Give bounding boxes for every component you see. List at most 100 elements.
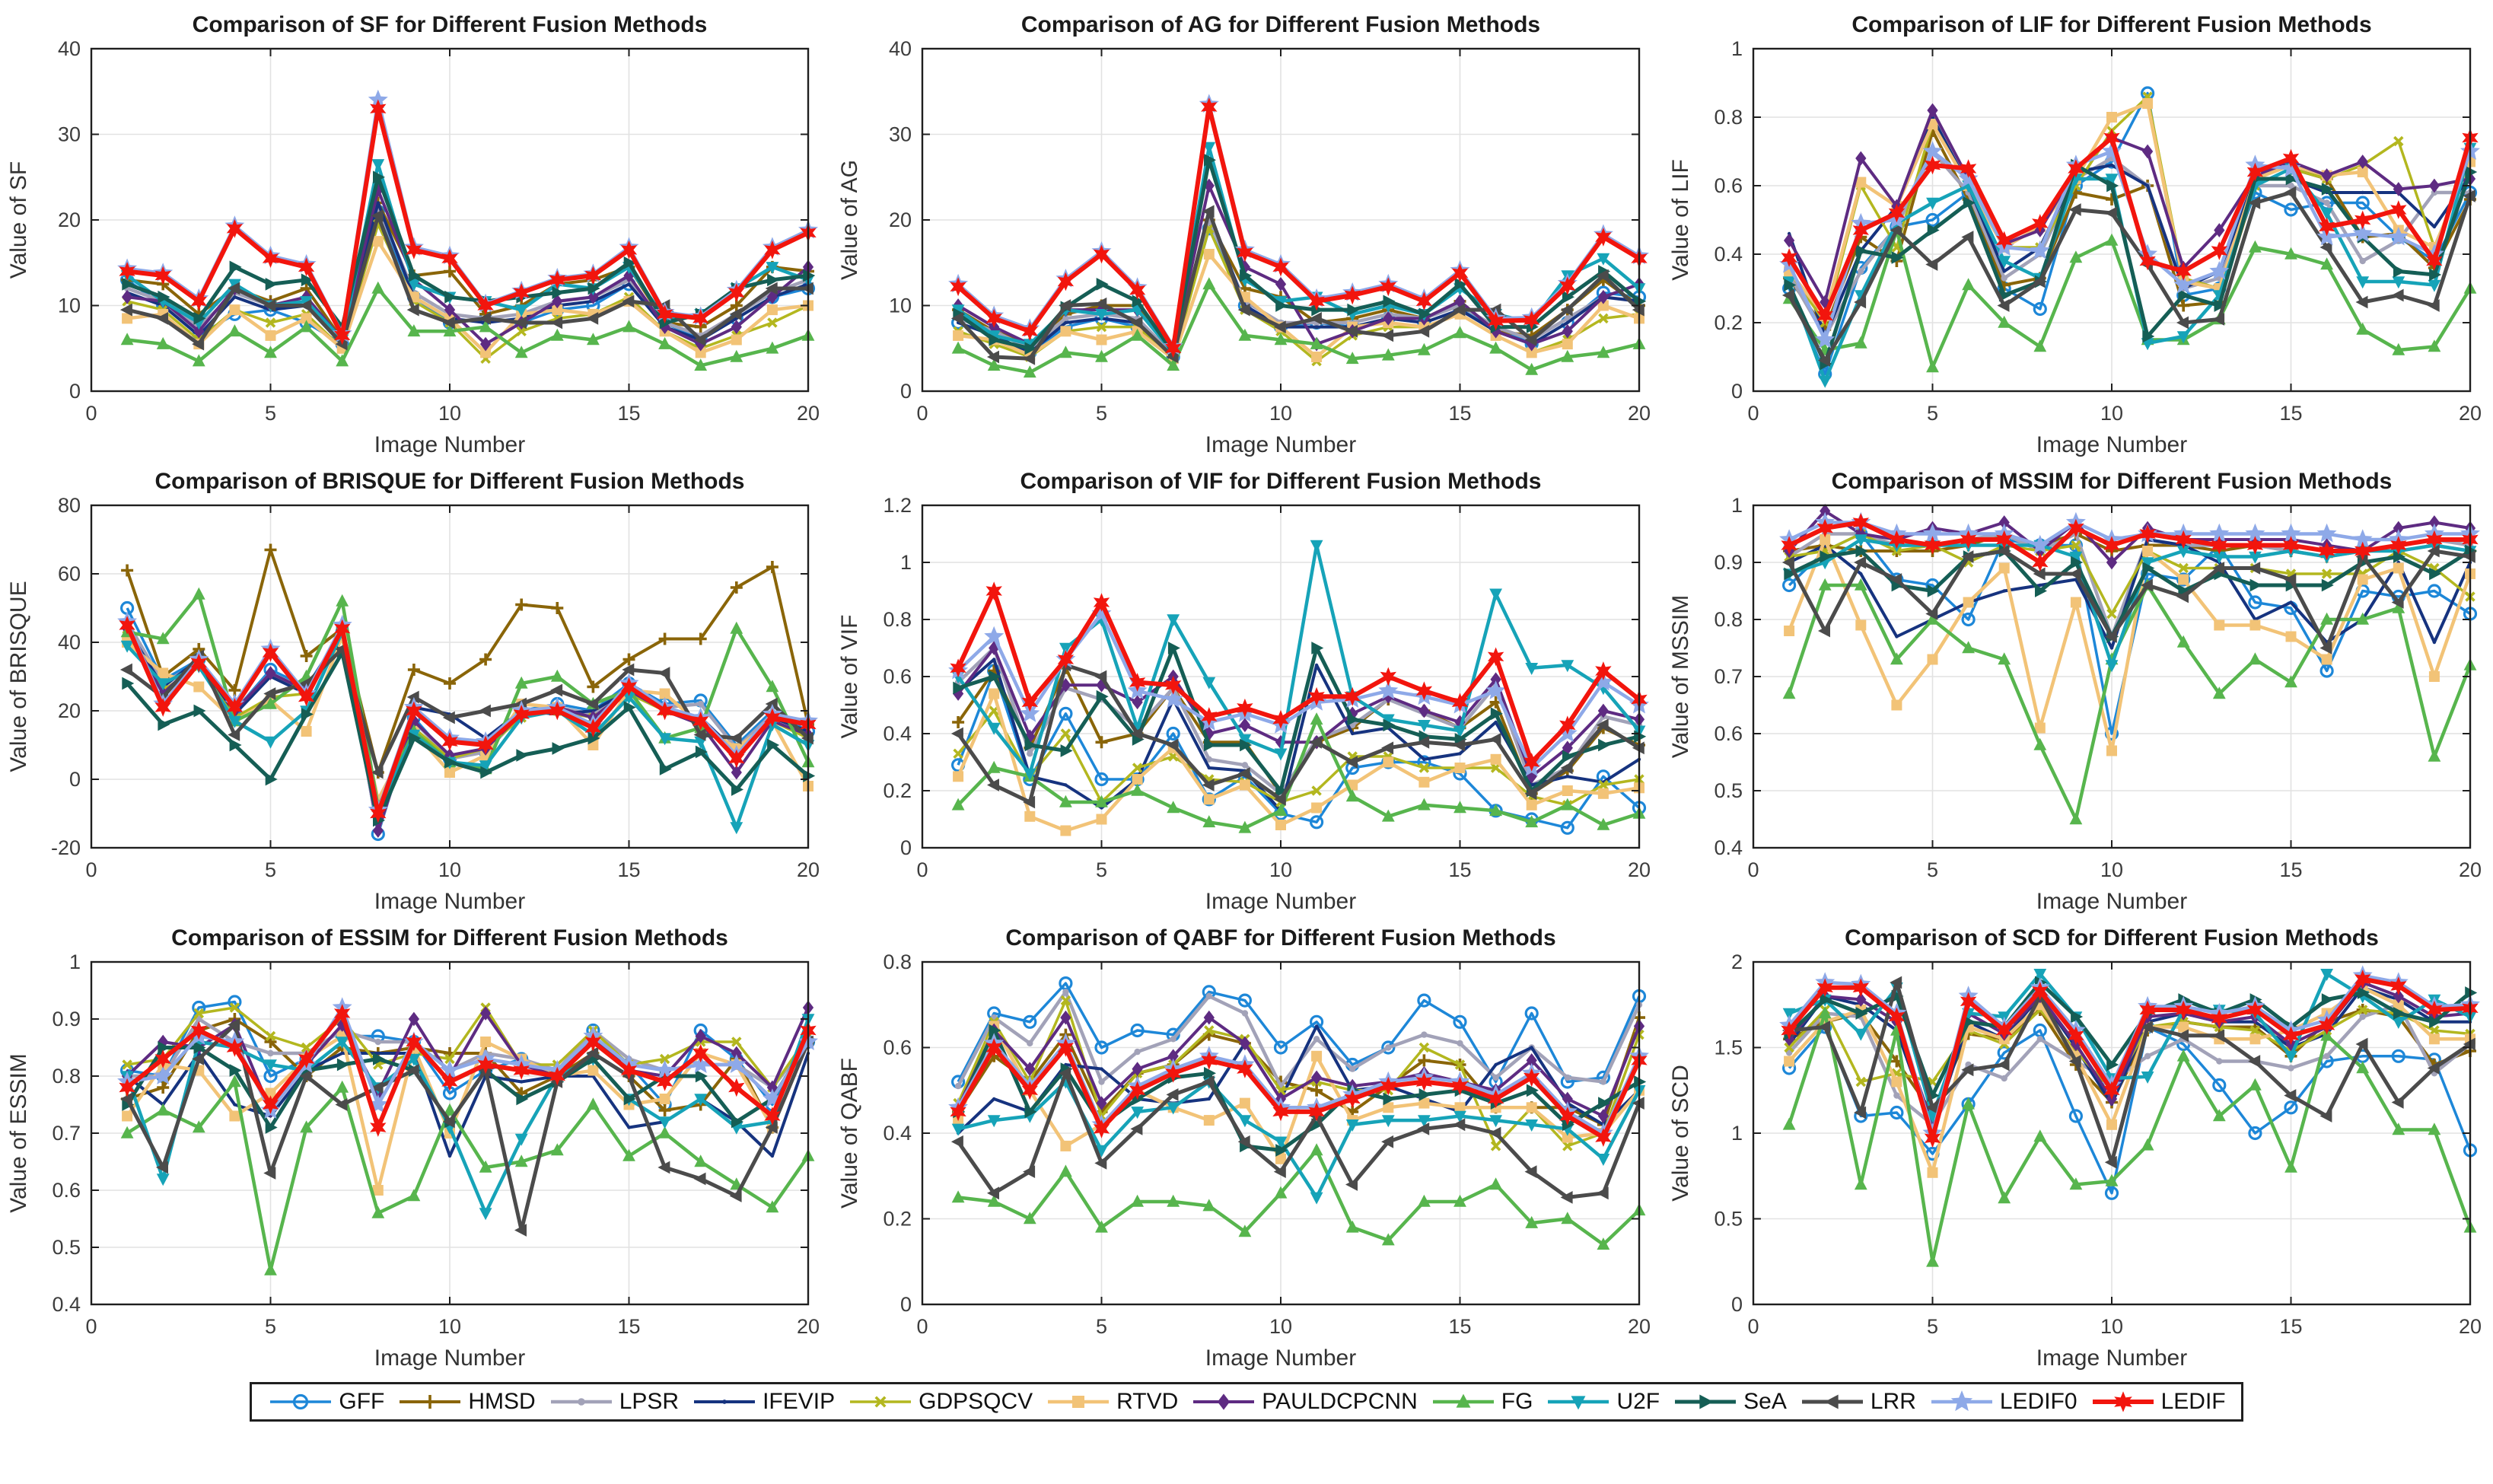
legend-marker-gff-icon: [270, 1393, 332, 1410]
legend-item-rtvd: RTVD: [1045, 1386, 1178, 1418]
chart-title: Comparison of MSSIM for Different Fusion…: [1832, 469, 2393, 494]
x-tick-label: 20: [797, 402, 820, 425]
y-tick-label: 1.5: [1714, 1037, 1743, 1059]
x-tick-label: 10: [2100, 1315, 2123, 1338]
x-tick-label: 15: [1448, 402, 1471, 425]
chart-mssim: 0 5 10 15 20 0.4 0.5 0.6 0.7 0.8 0.9 1 Comparison of…: [1662, 461, 2493, 918]
x-tick-label: 15: [2279, 858, 2302, 881]
x-tick-label: 0: [1747, 402, 1759, 425]
chart-svg-sf: 0 5 10 15 20 0 10 20 30 40 Comparison of SF for Di…: [6, 12, 820, 457]
series-lrr: [957, 209, 1641, 361]
series-lpsr: [1788, 149, 2470, 339]
series-markers-fg: [951, 1143, 1646, 1250]
y-axis-label: Value of ESSIM: [6, 1053, 31, 1213]
legend-marker-fg-icon: [1432, 1393, 1494, 1408]
series-fg: [957, 718, 1640, 830]
y-tick-label: 0.8: [52, 1065, 81, 1088]
x-tick-label: 0: [1747, 1315, 1759, 1338]
chart-svg-qabf: 0 5 10 15 20 0 0.2 0.4 0.6 0.8 Comparison of QABF …: [837, 925, 1651, 1371]
series-ledif: [1787, 135, 2472, 318]
series-markers-fg: [120, 281, 815, 371]
y-tick-label: 1: [1731, 1122, 1743, 1145]
x-tick-label: 20: [1628, 402, 1651, 425]
y-tick-label: 0.5: [52, 1236, 81, 1259]
y-axis-label: Value of LIF: [1668, 159, 1693, 281]
series-markers-rtvd: [953, 688, 1644, 836]
series-markers-ledif: [119, 616, 817, 823]
x-axis-label: Image Number: [374, 1345, 525, 1371]
legend-item-u2f: U2F: [1545, 1386, 1660, 1418]
x-tick-label: 5: [1927, 402, 1938, 425]
y-tick-label: 0.2: [1714, 311, 1743, 334]
y-tick-label: 0: [69, 380, 81, 403]
series-pauldcpcnn: [1788, 109, 2471, 304]
series-markers-lrr: [950, 205, 1644, 365]
series-ifevip: [1788, 538, 2472, 650]
series-rtvd: [1788, 537, 2472, 753]
legend-marker-ifevip-icon: [694, 1400, 756, 1404]
legend-label: LRR: [1870, 1389, 1916, 1414]
x-tick-label: 0: [1747, 858, 1759, 881]
chart-title: Comparison of AG for Different Fusion Me…: [1021, 12, 1540, 37]
x-tick-label: 20: [1628, 1315, 1651, 1338]
y-tick-label: 0.5: [1714, 1208, 1743, 1231]
y-tick-label: 0.5: [1714, 779, 1743, 802]
x-axis-label: Image Number: [2036, 1345, 2187, 1371]
chart-lif: 0 5 10 15 20 0 0.2 0.4 0.6 0.8 1 Comparison of LIF …: [1662, 5, 2493, 461]
series-markers-lrr: [1781, 544, 2475, 654]
series-fg: [1787, 583, 2472, 821]
chart-title: Comparison of ESSIM for Different Fusion…: [171, 925, 728, 951]
y-tick-label: 0: [900, 1293, 912, 1316]
x-tick-label: 20: [797, 1315, 820, 1338]
series-markers-lrr: [1781, 186, 2475, 367]
y-tick-label: 30: [889, 123, 912, 146]
y-tick-label: 40: [58, 631, 81, 654]
y-tick-label: 30: [58, 123, 81, 146]
legend-marker-hmsd-icon: [400, 1395, 461, 1409]
y-tick-label: 1: [69, 951, 81, 973]
series-lrr: [126, 213, 808, 346]
series-markers-fg: [1782, 1006, 2477, 1267]
x-tick-label: 5: [1927, 858, 1938, 881]
y-tick-label: 0.8: [1714, 106, 1743, 129]
series-fg: [126, 286, 809, 368]
series-sea: [956, 1028, 1641, 1152]
x-axis-label: Image Number: [2036, 432, 2187, 457]
x-tick-label: 10: [438, 858, 461, 881]
x-axis-label: Image Number: [1205, 432, 1356, 457]
chart-title: Comparison of QABF for Different Fusion …: [1005, 925, 1555, 951]
x-tick-label: 10: [1269, 1315, 1292, 1338]
legend-item-ledif: LEDIF: [2090, 1386, 2226, 1418]
chart-title: Comparison of BRISQUE for Different Fusi…: [154, 469, 744, 494]
x-tick-label: 0: [916, 858, 928, 881]
x-tick-label: 5: [1927, 1315, 1938, 1338]
chart-title: Comparison of SF for Different Fusion Me…: [193, 12, 708, 37]
y-tick-label: 0.9: [1714, 551, 1743, 574]
legend-marker-sea-icon: [1675, 1394, 1737, 1409]
y-tick-label: 20: [58, 209, 81, 231]
x-tick-label: 0: [916, 1315, 928, 1338]
y-tick-label: 0.8: [883, 608, 912, 631]
y-axis-label: Value of MSSIM: [1668, 595, 1693, 759]
chart-sf: 0 5 10 15 20 0 10 20 30 40 Comparison of SF for Di…: [0, 5, 831, 461]
legend-label: FG: [1501, 1389, 1533, 1414]
series-lrr: [1787, 549, 2471, 650]
series-sea: [957, 646, 1640, 793]
x-axis-label: Image Number: [374, 432, 525, 457]
x-tick-label: 20: [797, 858, 820, 881]
series-gdpsqcv: [957, 998, 1641, 1148]
legend-marker-ledif0-icon: [1931, 1390, 1992, 1412]
series-markers-fg: [951, 712, 1646, 833]
chart-title: Comparison of SCD for Different Fusion M…: [1845, 925, 2379, 951]
legend-item-gff: GFF: [267, 1386, 384, 1418]
x-tick-label: 0: [916, 402, 928, 425]
series-markers-sea: [1784, 158, 2478, 371]
y-tick-label: 1.2: [883, 494, 912, 517]
y-tick-label: 0: [900, 836, 912, 859]
legend-marker-gdpsqcv-icon: [850, 1396, 912, 1408]
legend-marker-u2f-icon: [1548, 1396, 1609, 1410]
legend-label: LPSR: [619, 1389, 680, 1414]
y-tick-label: 0.8: [1714, 608, 1743, 631]
series-sea: [1787, 163, 2472, 366]
y-tick-label: 0.2: [883, 779, 912, 802]
